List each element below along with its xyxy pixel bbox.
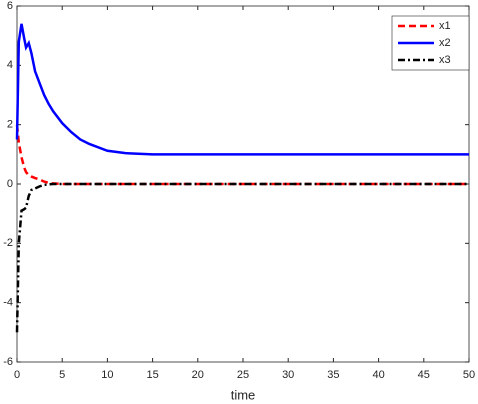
legend-label: x3: [439, 54, 451, 66]
legend-label: x2: [439, 37, 451, 49]
y-tick-label: 6: [7, 0, 13, 12]
series-line: [15, 182, 469, 333]
y-tick-label: 4: [7, 59, 13, 71]
y-tick-label: -2: [3, 237, 13, 249]
y-tick-label: -6: [3, 356, 13, 368]
y-tick-label: 0: [7, 178, 13, 190]
y-tick-label: -4: [3, 297, 13, 309]
x-tick-label: 35: [327, 369, 339, 381]
x-tick-label: 15: [146, 369, 158, 381]
x-tick-label: 10: [101, 369, 113, 381]
series-line: [15, 23, 469, 156]
x-tick-label: 0: [14, 369, 20, 381]
x-tick-label: 25: [237, 369, 249, 381]
x-tick-label: 45: [418, 369, 430, 381]
x-tick-label: 5: [59, 369, 65, 381]
x-axis-label: time: [231, 387, 256, 402]
x-tick-label: 50: [463, 369, 475, 381]
x-tick-label: 40: [372, 369, 384, 381]
legend-label: x1: [439, 20, 451, 32]
x-tick-label: 20: [192, 369, 204, 381]
y-tick-label: 2: [7, 119, 13, 131]
x-tick-label: 30: [282, 369, 294, 381]
